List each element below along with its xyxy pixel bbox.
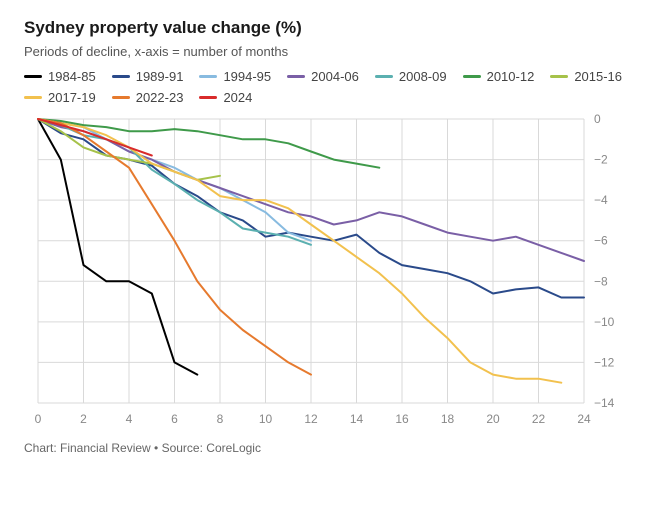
legend-label: 2010-12 xyxy=(487,69,535,84)
legend-swatch xyxy=(375,75,393,78)
svg-text:4: 4 xyxy=(126,412,133,426)
legend-label: 2017-19 xyxy=(48,90,96,105)
legend-item: 2010-12 xyxy=(463,69,535,84)
legend-item: 1984-85 xyxy=(24,69,96,84)
svg-text:10: 10 xyxy=(259,412,273,426)
legend-item: 2024 xyxy=(199,90,252,105)
svg-text:18: 18 xyxy=(441,412,455,426)
svg-text:0: 0 xyxy=(594,112,601,126)
legend-swatch xyxy=(112,75,130,78)
legend-item: 1994-95 xyxy=(199,69,271,84)
legend-item: 2022-23 xyxy=(112,90,184,105)
legend-swatch xyxy=(287,75,305,78)
svg-text:−10: −10 xyxy=(594,315,615,329)
svg-text:0: 0 xyxy=(35,412,42,426)
legend-swatch xyxy=(463,75,481,78)
svg-text:−12: −12 xyxy=(594,355,615,369)
legend-swatch xyxy=(24,96,42,99)
legend-item: 2015-16 xyxy=(550,69,622,84)
legend-item: 2017-19 xyxy=(24,90,96,105)
chart-title: Sydney property value change (%) xyxy=(24,18,634,38)
legend-swatch xyxy=(24,75,42,78)
svg-text:−2: −2 xyxy=(594,153,608,167)
chart-container: Sydney property value change (%) Periods… xyxy=(0,0,654,508)
legend-swatch xyxy=(199,96,217,99)
legend-swatch xyxy=(199,75,217,78)
svg-text:22: 22 xyxy=(532,412,546,426)
legend-label: 2015-16 xyxy=(574,69,622,84)
svg-text:8: 8 xyxy=(217,412,224,426)
svg-text:14: 14 xyxy=(350,412,364,426)
svg-text:−8: −8 xyxy=(594,274,608,288)
legend-label: 2022-23 xyxy=(136,90,184,105)
svg-text:16: 16 xyxy=(395,412,409,426)
legend-swatch xyxy=(550,75,568,78)
legend-label: 2024 xyxy=(223,90,252,105)
legend-item: 2004-06 xyxy=(287,69,359,84)
svg-text:−6: −6 xyxy=(594,234,608,248)
chart-legend: 1984-85 1989-91 1994-95 2004-06 2008-09 2010-… xyxy=(24,69,634,105)
svg-text:6: 6 xyxy=(171,412,178,426)
svg-text:20: 20 xyxy=(486,412,500,426)
legend-label: 1994-95 xyxy=(223,69,271,84)
plot-area: −14−12−10−8−6−4−20024681012141618202224 xyxy=(24,111,624,431)
legend-label: 2008-09 xyxy=(399,69,447,84)
legend-swatch xyxy=(112,96,130,99)
chart-caption: Chart: Financial Review • Source: CoreLo… xyxy=(24,441,634,455)
legend-label: 1989-91 xyxy=(136,69,184,84)
chart-subtitle: Periods of decline, x-axis = number of m… xyxy=(24,44,634,59)
legend-label: 2004-06 xyxy=(311,69,359,84)
svg-text:−4: −4 xyxy=(594,193,608,207)
svg-text:−14: −14 xyxy=(594,396,615,410)
legend-item: 1989-91 xyxy=(112,69,184,84)
legend-label: 1984-85 xyxy=(48,69,96,84)
svg-text:12: 12 xyxy=(304,412,318,426)
svg-text:24: 24 xyxy=(577,412,591,426)
svg-text:2: 2 xyxy=(80,412,87,426)
line-chart-svg: −14−12−10−8−6−4−20024681012141618202224 xyxy=(24,111,624,431)
legend-item: 2008-09 xyxy=(375,69,447,84)
